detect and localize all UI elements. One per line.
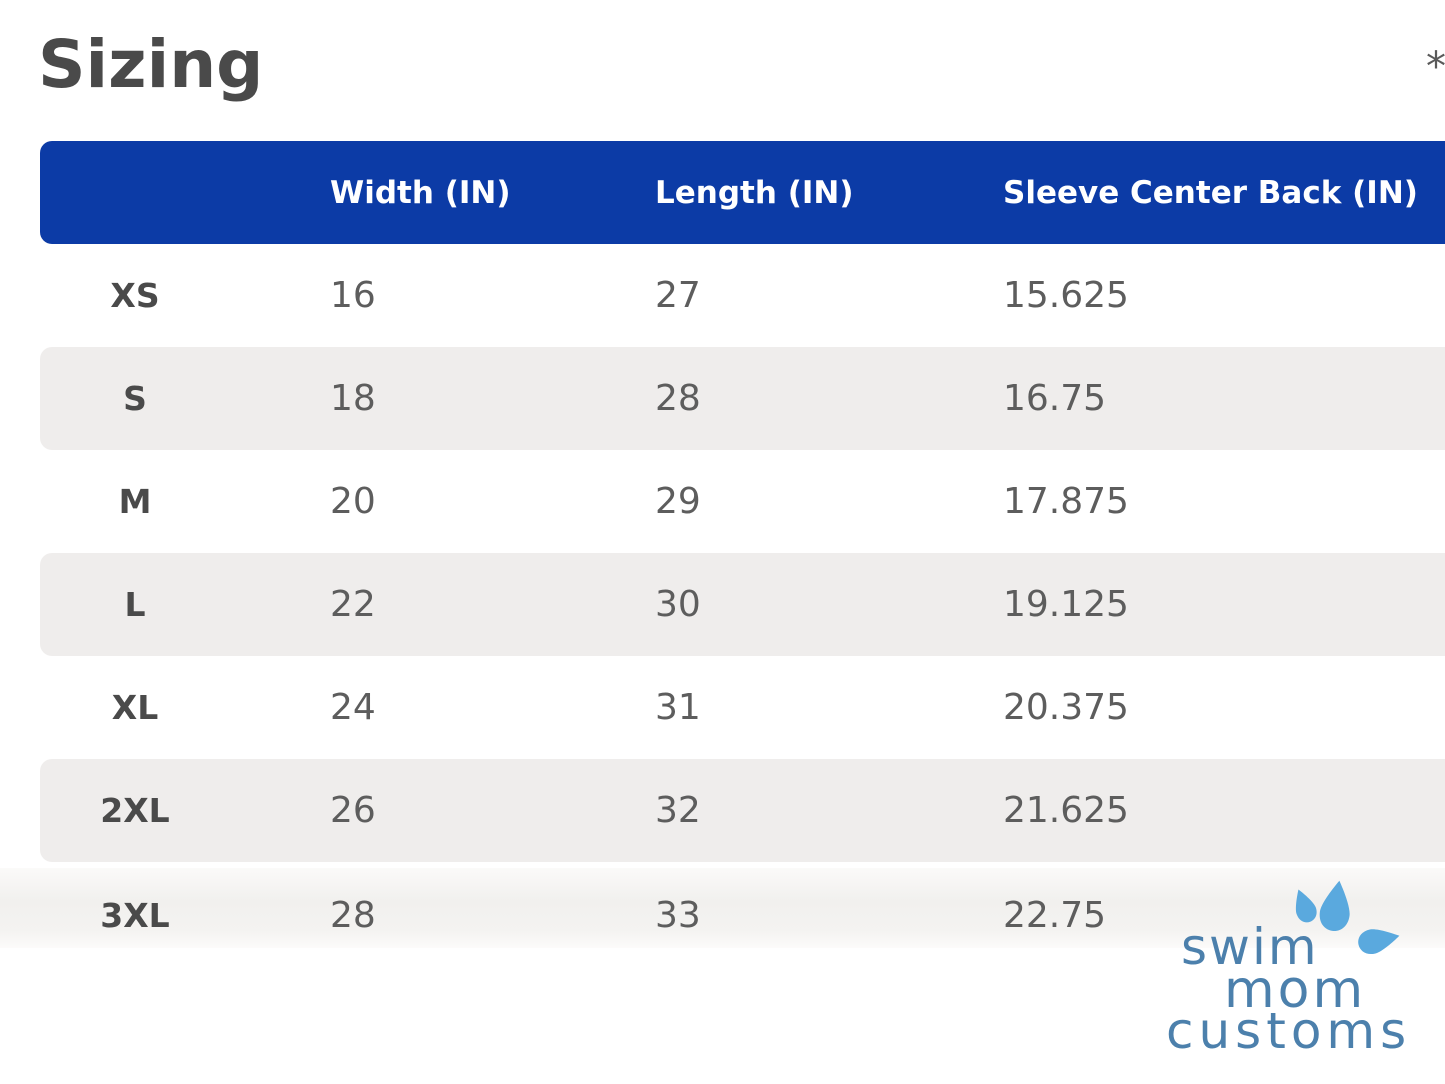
length-value: 28 (655, 378, 701, 419)
col-header-length: Length (IN) (655, 174, 854, 211)
col-header-width: Width (IN) (330, 174, 511, 211)
table-row-m: M 20 29 17.875 (40, 450, 1445, 553)
size-label: 2XL (100, 791, 170, 830)
table-row-3xl-fade-band: 3XL 28 33 22.75 (0, 868, 1445, 948)
length-value: 27 (655, 275, 701, 316)
footnote-asterisk: * (1426, 44, 1445, 90)
width-value: 18 (330, 378, 376, 419)
width-value: 28 (330, 894, 376, 936)
table-row-xs: XS 16 27 15.625 (40, 244, 1445, 347)
width-value: 24 (330, 687, 376, 728)
sleeve-value: 20.375 (1003, 687, 1129, 728)
size-label: XL (111, 688, 159, 727)
size-label: 3XL (100, 895, 170, 935)
length-value: 31 (655, 687, 701, 728)
logo-text-customs: customs (1166, 1002, 1412, 1060)
table-row-xl: XL 24 31 20.375 (40, 656, 1445, 759)
sleeve-value: 19.125 (1003, 584, 1129, 625)
page-title: Sizing (38, 26, 264, 103)
sizing-table: Width (IN) Length (IN) Sleeve Center Bac… (40, 141, 1445, 862)
table-row-2xl: 2XL 26 32 21.625 (40, 759, 1445, 862)
table-row-s: S 18 28 16.75 (40, 347, 1445, 450)
sleeve-value: 22.75 (1003, 894, 1107, 936)
sleeve-value: 16.75 (1003, 378, 1107, 419)
sleeve-value: 17.875 (1003, 481, 1129, 522)
table-row-l: L 22 30 19.125 (40, 553, 1445, 656)
width-value: 20 (330, 481, 376, 522)
water-splash-icon (1295, 880, 1400, 955)
length-value: 29 (655, 481, 701, 522)
size-label: M (118, 482, 152, 521)
width-value: 16 (330, 275, 376, 316)
swim-mom-customs-logo: swim mom customs (1150, 878, 1445, 1078)
length-value: 30 (655, 584, 701, 625)
sleeve-value: 15.625 (1003, 275, 1129, 316)
table-header-row: Width (IN) Length (IN) Sleeve Center Bac… (40, 141, 1445, 244)
size-label: XS (110, 276, 160, 315)
length-value: 33 (655, 894, 701, 936)
size-label: S (123, 379, 147, 418)
logo-text-mom: mom (1224, 960, 1367, 1020)
col-header-sleeve: Sleeve Center Back (IN) (1003, 174, 1418, 211)
size-label: L (124, 585, 146, 624)
width-value: 22 (330, 584, 376, 625)
logo-text-swim: swim (1181, 918, 1319, 976)
length-value: 32 (655, 790, 701, 831)
table-row-3xl: 3XL 28 33 22.75 (40, 868, 1445, 948)
width-value: 26 (330, 790, 376, 831)
sleeve-value: 21.625 (1003, 790, 1129, 831)
